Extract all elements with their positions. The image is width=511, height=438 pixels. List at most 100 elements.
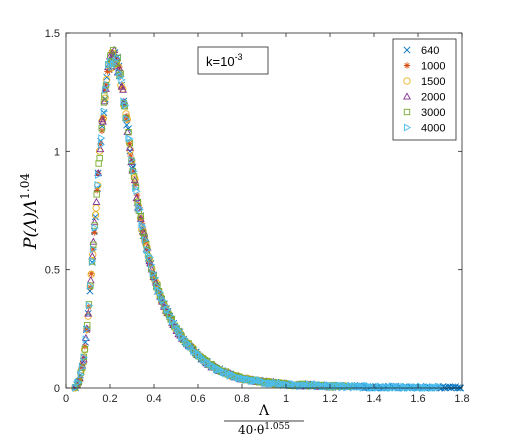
annotation-base: k=10 (206, 54, 235, 69)
data-point (101, 87, 109, 94)
data-point (286, 381, 294, 390)
data-point (91, 223, 99, 232)
data-point (147, 265, 156, 273)
data-point (90, 218, 99, 226)
data-point (110, 60, 118, 69)
data-point (93, 191, 100, 198)
data-point (79, 355, 88, 363)
data-point (89, 237, 98, 245)
legend-marker (403, 108, 411, 116)
annotation-exp: -3 (235, 52, 243, 62)
x-tick-label: 0.6 (190, 393, 205, 405)
plot-frame (65, 32, 463, 389)
data-point (75, 378, 83, 387)
x-tick-label: 1.8 (454, 393, 469, 405)
legend-marker (403, 46, 411, 54)
data-point (103, 73, 111, 81)
x-tick-label: 1 (283, 393, 289, 405)
data-point (158, 293, 165, 301)
data-point (118, 75, 126, 84)
data-point (80, 353, 88, 362)
data-point (96, 154, 103, 162)
y-tick-label: 1.5 (45, 28, 60, 40)
data-point (98, 115, 107, 123)
svg-text:P(Λ)Λ1.04: P(Λ)Λ1.04 (18, 173, 41, 250)
data-point (91, 229, 98, 236)
data-point (82, 335, 90, 344)
data-point (138, 227, 147, 235)
data-point (282, 380, 290, 389)
data-point (88, 270, 95, 277)
data-point (119, 83, 126, 91)
x-tick-label: 1.2 (322, 393, 337, 405)
data-point (93, 187, 101, 194)
legend-label: 1000 (421, 61, 445, 73)
data-point (164, 306, 172, 315)
data-point (130, 167, 138, 176)
data-point (95, 171, 103, 180)
data-point (132, 184, 140, 193)
x-tick-label: 0 (63, 393, 69, 405)
legend-marker (403, 77, 411, 85)
data-point (151, 278, 160, 286)
data-point (130, 167, 137, 175)
axis-ticks: 0 0.2 0.4 0.6 0.8 1 1.2 1.4 1.6 1.8 0 0.5 1 1.5 (45, 28, 470, 405)
x-tick-label: 0.2 (102, 393, 117, 405)
data-point (98, 125, 105, 132)
data-point (363, 381, 371, 390)
data-point (122, 101, 130, 110)
data-point (130, 176, 139, 184)
svg-text:40·θ1.055: 40·θ1.055 (238, 422, 290, 437)
legend-item-640: 640 (403, 45, 439, 57)
data-point (130, 173, 138, 180)
data-point (431, 383, 439, 392)
data-point (139, 222, 147, 231)
data-point (85, 301, 94, 310)
data-point (123, 121, 131, 129)
data-point (413, 382, 421, 391)
data-point (101, 86, 110, 94)
data-point (135, 203, 143, 212)
data-point (126, 140, 133, 147)
data-point (151, 274, 159, 283)
data-point (80, 354, 88, 361)
data-point (335, 381, 343, 390)
legend-item-1500: 1500 (403, 76, 445, 88)
legend-item-2000: 2000 (403, 92, 445, 104)
data-point (112, 57, 120, 66)
legend-label: 2000 (421, 92, 445, 104)
annotation-box: k=10-3 (197, 46, 269, 75)
data-point (84, 309, 92, 317)
data-point (86, 276, 95, 284)
legend-marker (403, 62, 411, 69)
series-4000 (72, 54, 444, 392)
x-axis: 0 0.2 0.4 0.6 0.8 1 1.2 1.4 1.6 1.8 (63, 33, 470, 405)
data-point (179, 333, 187, 342)
data-point (92, 197, 101, 205)
data-point (127, 157, 136, 166)
legend-marker (403, 123, 412, 132)
y-axis-label-base: P(Λ)Λ (21, 200, 41, 250)
data-point (429, 383, 437, 392)
data-point (123, 114, 131, 123)
data-point (156, 288, 165, 297)
data-point (245, 375, 254, 384)
data-point (235, 373, 243, 382)
data-point (127, 152, 134, 160)
data-point (97, 140, 105, 149)
svg-text:k=10-3: k=10-3 (206, 52, 243, 69)
data-point (434, 382, 442, 391)
x-tick-label: 1.6 (410, 393, 425, 405)
legend-marker (403, 92, 411, 100)
series-2000 (71, 45, 334, 391)
data-point (77, 370, 85, 379)
legend-item-1000: 1000 (403, 61, 445, 73)
data-point (100, 99, 108, 106)
data-point (315, 381, 323, 390)
y-tick-label: 1 (54, 146, 60, 158)
data-point (145, 251, 153, 260)
legend-label: 640 (421, 45, 439, 57)
data-point (157, 293, 166, 302)
x-axis-label-denominator-exp: 1.055 (264, 422, 290, 432)
